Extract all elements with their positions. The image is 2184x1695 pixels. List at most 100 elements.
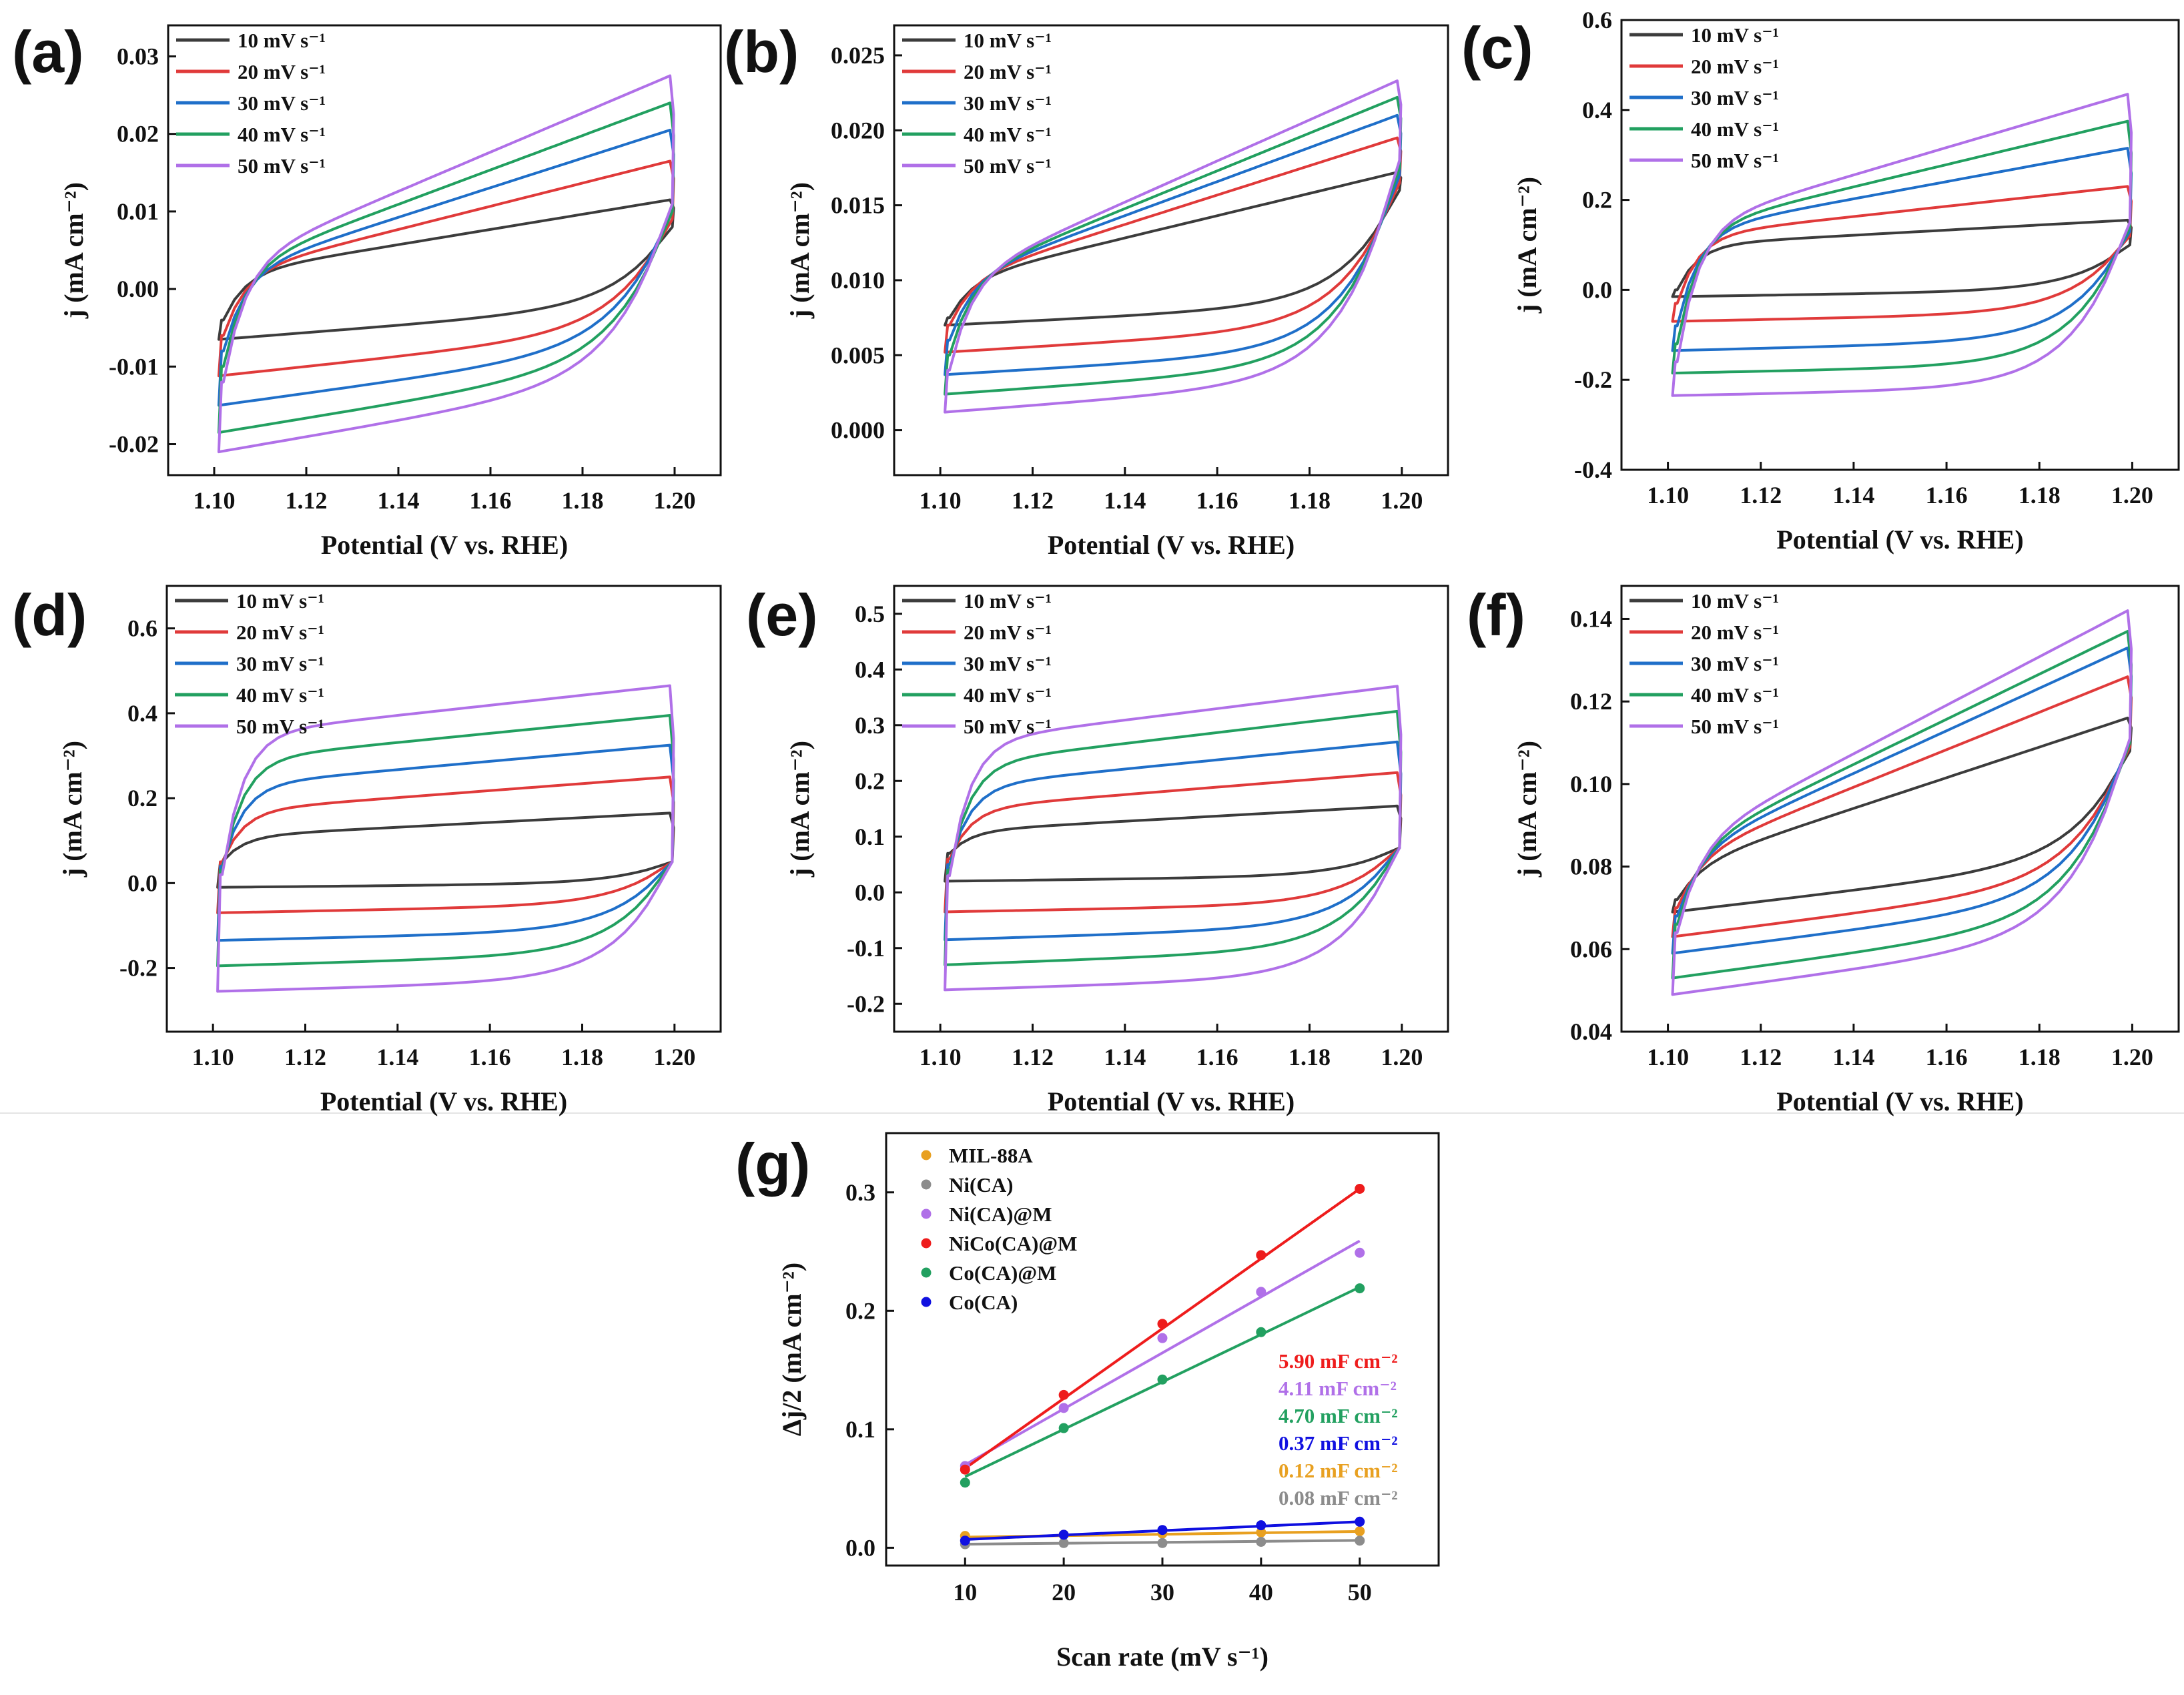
- y-tick-label: 0.3: [855, 712, 885, 739]
- legend-label: 20 mV s⁻¹: [236, 621, 324, 644]
- y-tick-label: 0.2: [855, 767, 885, 794]
- x-tick-label: 1.14: [1832, 1044, 1874, 1070]
- y-tick-label: -0.4: [1574, 456, 1612, 483]
- data-point: [960, 1477, 970, 1488]
- x-tick-label: 1.10: [920, 1044, 962, 1070]
- legend-label: 20 mV s⁻¹: [1691, 55, 1779, 78]
- data-point: [1256, 1327, 1266, 1337]
- cv-panel-b: 1.10 1.12 1.14 1.16 1.18 1.20 0.000 0.005 0.010 0…: [724, 19, 1449, 560]
- cv-loop: [216, 684, 675, 993]
- legend-label: 20 mV s⁻¹: [1691, 621, 1779, 644]
- y-tick-label: 0.000: [831, 417, 885, 444]
- legend-label: Co(CA): [949, 1291, 1018, 1314]
- x-axis-label: Scan rate (mV s⁻¹): [1056, 1642, 1268, 1672]
- legend-label: 20 mV s⁻¹: [964, 60, 1052, 83]
- y-tick-label: 0.005: [831, 342, 885, 368]
- cv-loop: [944, 740, 1403, 942]
- y-tick-label: 0.1: [845, 1416, 875, 1443]
- legend-marker: [921, 1209, 932, 1219]
- y-tick-label: 0.4: [1582, 97, 1612, 123]
- y-tick-label: 0.02: [117, 121, 159, 147]
- y-tick-label: 0.4: [127, 700, 157, 727]
- y-axis-label: j (mA cm⁻²): [59, 182, 89, 319]
- plot-frame: [1620, 19, 2180, 471]
- panel-letter: (c): [1461, 15, 1533, 81]
- legend-label: 50 mV s⁻¹: [1691, 149, 1779, 172]
- data-point: [1355, 1283, 1365, 1294]
- y-tick-label: -0.02: [109, 431, 159, 458]
- legend-label: 10 mV s⁻¹: [238, 29, 326, 52]
- cv-loop: [1671, 630, 2133, 980]
- y-tick-label: 0.015: [831, 192, 885, 219]
- data-point: [1058, 1389, 1069, 1400]
- y-tick-label: -0.2: [1574, 366, 1612, 393]
- y-tick-label: 0.1: [855, 823, 885, 850]
- data-point: [960, 1536, 970, 1546]
- x-tick-label: 1.14: [376, 1044, 418, 1070]
- cv-loop: [1671, 609, 2133, 996]
- y-axis-label: j (mA cm⁻²): [1512, 177, 1542, 314]
- panel-letter: (g): [735, 1131, 810, 1197]
- y-tick-label: 0.010: [831, 267, 885, 294]
- legend-label: 10 mV s⁻¹: [1691, 589, 1779, 613]
- data-point: [1157, 1525, 1168, 1536]
- x-tick-label: 1.18: [562, 487, 604, 514]
- x-tick-label: 1.12: [286, 487, 328, 514]
- x-axis-label: Potential (V vs. RHE): [1048, 530, 1295, 560]
- plot-frame: [1620, 585, 2180, 1033]
- y-tick-label: 0.0: [127, 870, 157, 896]
- data-point: [1256, 1527, 1266, 1538]
- cv-loop: [944, 685, 1403, 992]
- x-tick-label: 1.16: [1926, 482, 1968, 508]
- x-tick-label: 1.14: [378, 487, 420, 514]
- x-tick-label: 10: [953, 1579, 977, 1606]
- x-axis-label: Potential (V vs. RHE): [1776, 525, 2023, 555]
- slope-annotation: 4.70 mF cm⁻²: [1279, 1404, 1398, 1427]
- plot-frame: [165, 585, 722, 1033]
- cv-panel-e: 1.10 1.12 1.14 1.16 1.18 1.20 -0.2 -0.1 0.0 0.1 0.…: [746, 582, 1449, 1116]
- legend-label: 40 mV s⁻¹: [964, 123, 1052, 146]
- legend-label: 20 mV s⁻¹: [238, 60, 326, 83]
- legend-label: 10 mV s⁻¹: [236, 589, 324, 613]
- panel-letter: (f): [1467, 582, 1525, 648]
- x-tick-label: 1.14: [1832, 482, 1874, 508]
- data-point: [1058, 1403, 1069, 1413]
- cv-loop: [944, 79, 1403, 414]
- legend-label: 50 mV s⁻¹: [964, 154, 1052, 178]
- cv-panel-c: 1.10 1.12 1.14 1.16 1.18 1.20 -0.4 -0.2 0.0 0.2 0.…: [1461, 7, 2180, 555]
- y-axis-label: j (mA cm⁻²): [57, 741, 87, 878]
- x-tick-label: 1.18: [1289, 1044, 1331, 1070]
- data-point: [1256, 1287, 1266, 1297]
- slope-annotation: 0.08 mF cm⁻²: [1279, 1486, 1398, 1509]
- plot-frame: [167, 24, 722, 476]
- cv-loop: [1671, 675, 2133, 938]
- y-tick-label: 0.6: [127, 615, 157, 642]
- x-axis-label: Potential (V vs. RHE): [321, 530, 568, 560]
- fit-line: [964, 1239, 1361, 1466]
- x-tick-label: 1.12: [1012, 487, 1054, 514]
- x-tick-label: 1.12: [1012, 1044, 1054, 1070]
- x-axis-label: Potential (V vs. RHE): [1776, 1086, 2023, 1116]
- x-tick-label: 1.14: [1104, 487, 1146, 514]
- cv-loop: [1671, 93, 2133, 397]
- cv-loop: [216, 811, 675, 889]
- legend-label: MIL-88A: [949, 1144, 1033, 1167]
- legend-label: 20 mV s⁻¹: [964, 621, 1052, 644]
- legend-label: Ni(CA): [949, 1173, 1013, 1197]
- y-tick-label: 0.4: [855, 656, 885, 683]
- x-tick-label: 1.20: [2111, 482, 2153, 508]
- x-axis-label: Potential (V vs. RHE): [320, 1086, 567, 1116]
- y-tick-label: 0.5: [855, 601, 885, 627]
- legend-label: 30 mV s⁻¹: [1691, 652, 1779, 675]
- legend-label: 50 mV s⁻¹: [236, 715, 324, 738]
- x-tick-label: 1.10: [1647, 1044, 1689, 1070]
- legend-label: 30 mV s⁻¹: [238, 91, 326, 115]
- data-point: [1157, 1374, 1168, 1385]
- panel-letter: (b): [724, 19, 799, 85]
- data-point: [960, 1464, 970, 1475]
- legend-marker: [921, 1238, 932, 1249]
- x-tick-label: 1.20: [654, 487, 696, 514]
- y-tick-label: 0.3: [845, 1179, 875, 1206]
- cv-loop: [216, 714, 675, 968]
